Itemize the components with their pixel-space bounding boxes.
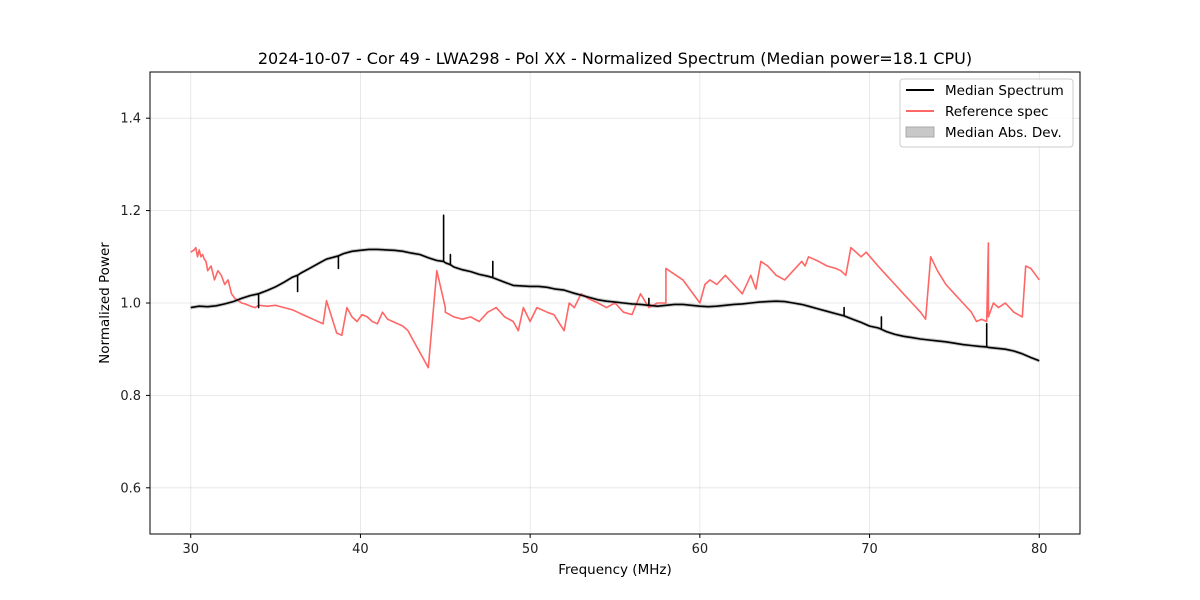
y-tick-label: 1.4 [120,112,141,127]
x-axis-label: Frequency (MHz) [558,562,671,578]
series-reference-spec [190,242,1040,369]
x-tick-label: 70 [861,542,878,557]
x-tick-label: 60 [692,542,709,557]
series-layer [190,214,1040,369]
chart-title: 2024-10-07 - Cor 49 - LWA298 - Pol XX - … [258,49,972,68]
y-tick-label: 0.8 [120,389,141,404]
y-tick-label: 1.0 [120,297,141,312]
x-tick-label: 50 [522,542,539,557]
y-tick-label: 0.6 [120,481,141,496]
legend: Median Spectrum Reference spec Median Ab… [899,78,1074,148]
legend-label-reference-spec: Reference spec [945,104,1049,120]
x-tick-label: 30 [182,542,199,557]
legend-box [899,78,1074,148]
x-tick-label: 40 [352,542,369,557]
legend-swatch-mad-band [905,126,935,138]
legend-label-median-spectrum: Median Spectrum [945,83,1064,99]
y-tick-label: 1.2 [120,204,141,219]
axis-ticks: 30 40 50 60 70 80 0.6 0.8 1.0 1.2 1.4 [120,112,1047,557]
x-tick-label: 80 [1031,542,1048,557]
legend-label-mad-band: Median Abs. Dev. [945,125,1062,141]
y-axis-label: Normalized Power [97,242,113,364]
series-median-spectrum [190,214,1040,362]
